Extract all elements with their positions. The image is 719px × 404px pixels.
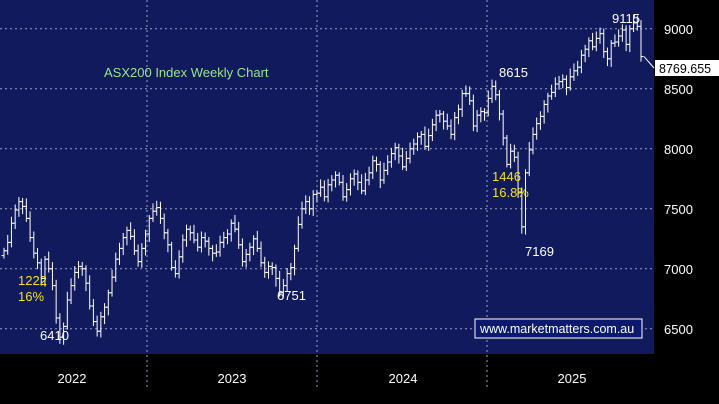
- price-bars: [1, 14, 655, 345]
- plot-background: [0, 0, 654, 354]
- annotation-fall-2025-pct: 16.8%: [492, 185, 529, 200]
- y-tick-label: 8000: [664, 142, 693, 157]
- chart-title: ASX200 Index Weekly Chart: [104, 65, 269, 80]
- y-tick-label: 7500: [664, 202, 693, 217]
- last-price-label: 8769.655: [655, 60, 719, 76]
- annotation-low-2025: 7169: [525, 244, 554, 259]
- x-tick-label: 2023: [218, 371, 247, 386]
- watermark-link[interactable]: www.marketmatters.com.au: [479, 322, 634, 336]
- x-tick-label: 2022: [58, 371, 87, 386]
- last-price-pointer: [643, 56, 655, 69]
- annotation-fall-2022-pct: 16%: [18, 289, 44, 304]
- annotation-low-2022: 6410: [40, 328, 69, 343]
- last-price-value: 8769.655: [659, 62, 711, 76]
- y-axis: 6500 7000 7500 8000 8500 9000: [664, 22, 693, 337]
- watermark[interactable]: www.marketmatters.com.au: [474, 318, 643, 339]
- last-price-box: [655, 60, 719, 76]
- annotation-low-2023: 6751: [277, 288, 306, 303]
- x-tick-label: 2024: [389, 371, 418, 386]
- x-axis: 2022 2023 2024 2025: [58, 371, 587, 386]
- y-tick-label: 9000: [664, 22, 693, 37]
- watermark-box: [474, 318, 643, 339]
- y-tick-label: 8500: [664, 82, 693, 97]
- annotation-high-2025: 9115: [612, 11, 640, 26]
- annotation-fall-2025-points: 1446: [492, 169, 521, 184]
- gridlines: [0, 0, 654, 388]
- x-tick-label: 2025: [558, 371, 587, 386]
- y-tick-label: 6500: [664, 322, 693, 337]
- annotation-high-2024: 8615: [499, 65, 528, 80]
- annotation-fall-2022-points: 1222: [18, 273, 47, 288]
- y-tick-label: 7000: [664, 262, 693, 277]
- price-bar: [638, 20, 644, 62]
